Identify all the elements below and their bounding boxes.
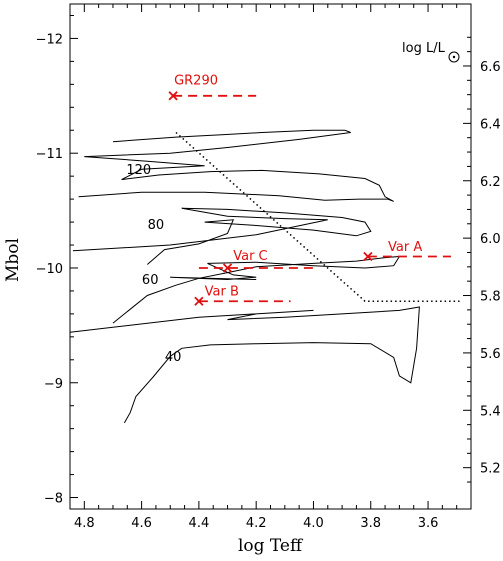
humphreys-davidson-limit xyxy=(175,131,460,303)
y-axis-title: Mbol xyxy=(3,238,23,282)
right-axis-ticks: 5.2 5.4 5.6 5.8 6.0 6.2 6.4 6.6 xyxy=(463,36,501,483)
star-marker-icon xyxy=(168,91,178,101)
right-tick-label: 6.4 xyxy=(480,117,501,132)
x-axis-title: log Teff xyxy=(238,536,304,556)
y-tick-label: −10 xyxy=(36,262,63,277)
right-axis-title: log L/L xyxy=(402,41,460,63)
limit-line xyxy=(175,131,460,303)
track-label: 120 xyxy=(126,163,151,178)
right-tick-label: 5.8 xyxy=(480,290,501,305)
right-tick-label: 5.2 xyxy=(480,462,501,477)
track-mass-labels: 120 80 60 40 xyxy=(126,163,181,365)
right-tick-label: 5.6 xyxy=(480,347,501,362)
star-marker-icon xyxy=(194,296,204,306)
x-tick-label: 4.2 xyxy=(246,516,267,531)
star-label: Var C xyxy=(233,249,267,264)
star-marker-icon xyxy=(222,263,233,273)
track-label: 40 xyxy=(165,350,182,365)
x-axis-ticks: 4.8 4.6 4.4 4.2 4.0 3.8 3.6 xyxy=(69,4,472,531)
right-tick-label: 6.6 xyxy=(480,60,501,75)
x-tick-label: 4.0 xyxy=(303,516,324,531)
x-tick-label: 3.8 xyxy=(360,516,381,531)
sun-symbol-dot xyxy=(452,55,456,59)
right-tick-label: 5.4 xyxy=(480,404,501,419)
right-axis-title-text: log L/L xyxy=(402,41,446,56)
y-tick-label: −8 xyxy=(44,492,63,507)
evolutionary-tracks xyxy=(69,129,420,424)
track-label: 80 xyxy=(148,218,165,233)
x-tick-label: 4.6 xyxy=(131,516,152,531)
x-tick-label: 4.4 xyxy=(189,516,210,531)
x-tick-label: 3.6 xyxy=(418,516,439,531)
track-80 xyxy=(72,207,372,265)
track-120 xyxy=(78,129,394,202)
star-label: Var B xyxy=(205,285,239,300)
star-label: Var A xyxy=(388,240,422,255)
x-tick-label: 4.8 xyxy=(74,516,95,531)
right-tick-label: 6.0 xyxy=(480,232,501,247)
sun-symbol-icon xyxy=(448,51,460,63)
y-tick-label: −11 xyxy=(36,147,63,162)
star-markers: GR290 Var A Var C Var B xyxy=(168,73,451,306)
track-label: 60 xyxy=(142,273,159,288)
star-label: GR290 xyxy=(174,73,218,88)
y-tick-label: −12 xyxy=(36,32,63,47)
track-40 xyxy=(69,306,420,424)
right-tick-label: 6.2 xyxy=(480,175,501,190)
star-marker-icon xyxy=(363,251,373,262)
y-axis-ticks: −12 −11 −10 −9 −8 xyxy=(36,14,78,507)
plot-frame xyxy=(69,3,472,510)
y-tick-label: −9 xyxy=(44,377,63,392)
